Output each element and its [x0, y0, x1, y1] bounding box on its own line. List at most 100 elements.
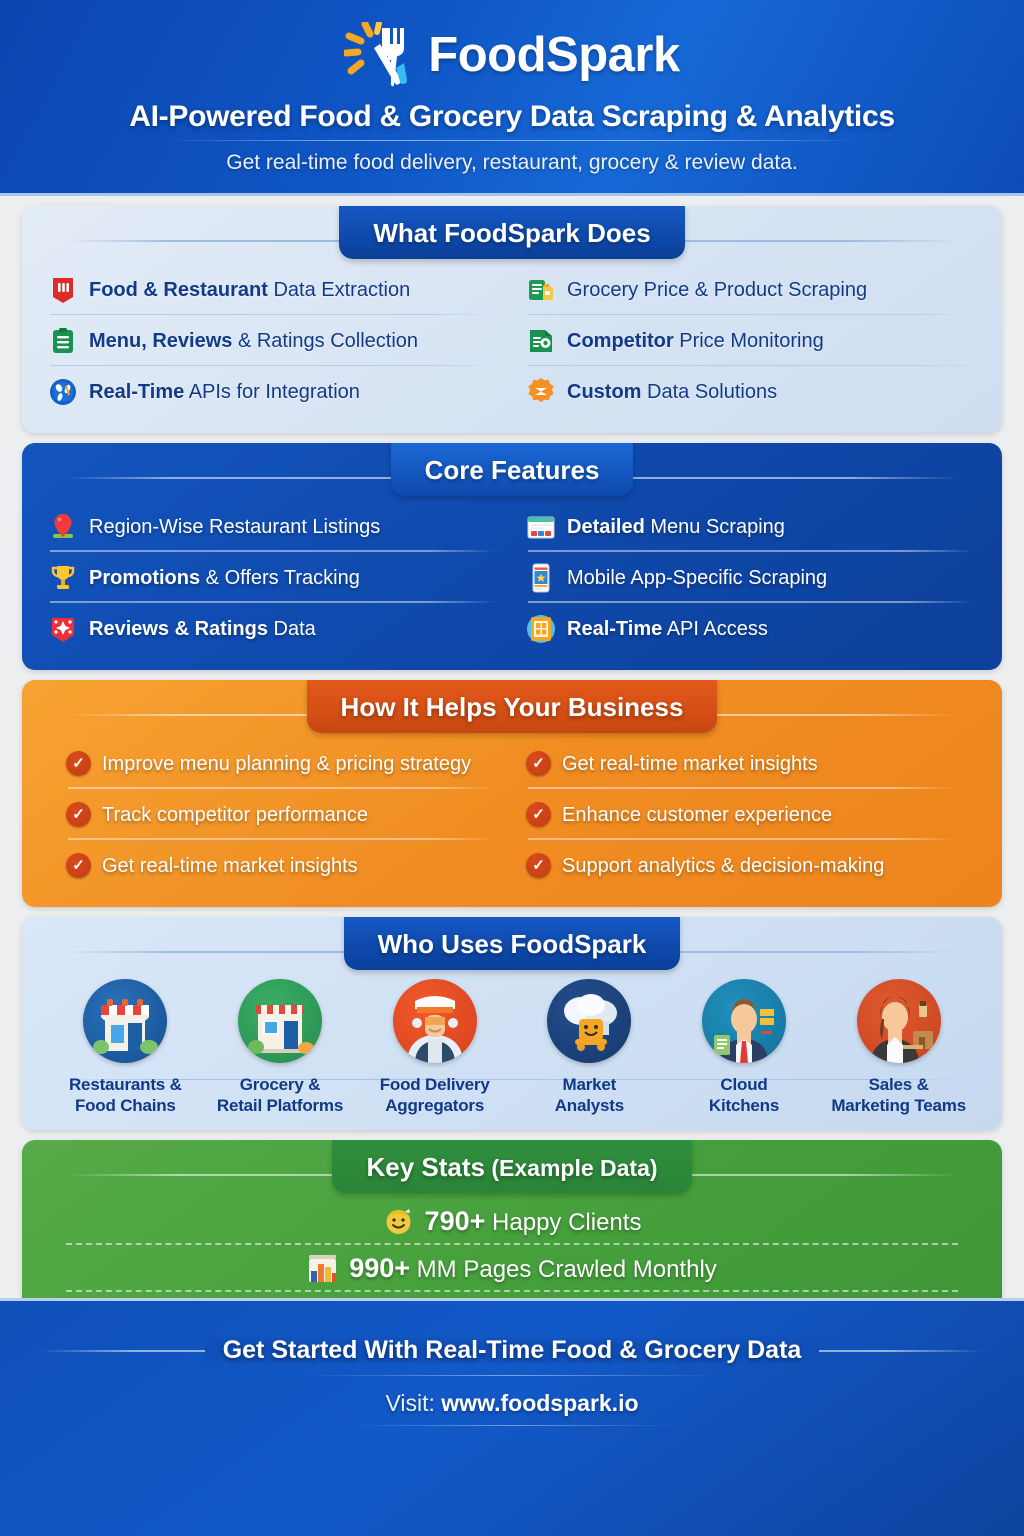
list-item[interactable]: ✓ Track competitor performance [66, 789, 498, 840]
list-item-label: Menu, Reviews & Ratings Collection [89, 329, 419, 352]
persona-cloud-kitchens[interactable]: Cloud Kitchens [667, 979, 822, 1116]
section-header: Core Features [48, 443, 976, 501]
list-item-label: Detailed Menu Scraping [567, 515, 785, 538]
persona-label: Food Delivery Aggregators [379, 1075, 490, 1115]
persona-grocery-retail-platforms[interactable]: Grocery & Retail Platforms [203, 979, 358, 1116]
header-divider [162, 140, 862, 141]
section-title-core-features: Core Features [390, 443, 634, 496]
bar-chart-icon [307, 1253, 338, 1284]
menu-card-icon [526, 512, 556, 542]
feature-grid: Region-Wise Restaurant Listings Detailed… [48, 501, 976, 654]
list-item-label: Food & Restaurant Data Extraction [89, 278, 411, 301]
persona-label: Grocery & Retail Platforms [216, 1075, 344, 1115]
section-how-it-helps-your-business: How It Helps Your Business ✓ Improve men… [22, 680, 1002, 907]
section-title-who-uses: Who Uses FoodSpark [343, 917, 681, 970]
page-header: FoodSpark AI-Powered Food & Grocery Data… [0, 0, 1024, 196]
list-item[interactable]: Mobile App-Specific Scraping [526, 552, 976, 603]
list-item-label: Competitor Price Monitoring [567, 329, 824, 352]
section-header: How It Helps Your Business [48, 680, 976, 738]
list-item-label: Custom Data Solutions [567, 380, 778, 403]
green-clipboard-bag-icon [526, 275, 556, 305]
persona-restaurants-food-chains[interactable]: Restaurants & Food Chains [48, 979, 203, 1116]
footer-website-link[interactable]: www.foodspark.io [441, 1390, 639, 1416]
footer-sub-divider [302, 1375, 722, 1376]
section-who-uses-foodspark: Who Uses FoodSpark [22, 917, 1002, 1131]
gold-trophy-icon [48, 563, 78, 593]
list-item[interactable]: Reviews & Ratings Data [48, 603, 498, 654]
list-item-label: Promotions & Offers Tracking [89, 566, 360, 589]
check-circle-icon: ✓ [66, 751, 91, 776]
orange-badge-ribbon-icon [526, 377, 556, 407]
stat-text: 790+ Happy Clients [424, 1206, 642, 1237]
persona-divider [64, 1079, 960, 1080]
check-circle-icon: ✓ [526, 802, 551, 827]
list-item-label: Enhance customer experience [562, 803, 833, 826]
list-item-label: Get real-time market insights [102, 854, 358, 877]
list-item-label: Support analytics & decision-making [562, 854, 885, 877]
section-header: Who Uses FoodSpark [48, 917, 976, 975]
list-item[interactable]: Food & Restaurant Data Extraction [48, 264, 498, 315]
stat-row[interactable]: 790+ Happy Clients [48, 1198, 976, 1246]
list-item[interactable]: ✓ Get real-time market insights [66, 840, 498, 891]
api-grid-icon [526, 614, 556, 644]
businessman-avatar-icon [701, 979, 786, 1063]
list-item-label: Grocery Price & Product Scraping [567, 278, 868, 301]
footer-visit-divider [347, 1425, 677, 1426]
list-item[interactable]: Real-Time API Access [526, 603, 976, 654]
check-circle-icon: ✓ [526, 853, 551, 878]
delivery-rider-avatar-icon [392, 979, 477, 1063]
list-item[interactable]: Region-Wise Restaurant Listings [48, 501, 498, 552]
list-item[interactable]: Detailed Menu Scraping [526, 501, 976, 552]
list-item-label: Improve menu planning & pricing strategy [102, 752, 472, 775]
footer-visit[interactable]: Visit: www.foodspark.io [0, 1390, 1024, 1417]
section-title-what-foodspark-does: What FoodSpark Does [339, 206, 685, 259]
header-subtagline: Get real-time food delivery, restaurant,… [226, 151, 798, 174]
businesswoman-avatar-icon [856, 979, 941, 1063]
list-item[interactable]: ✓ Improve menu planning & pricing strate… [66, 738, 498, 789]
persona-sales-marketing-teams[interactable]: Sales & Marketing Teams [821, 979, 976, 1116]
list-item[interactable]: Competitor Price Monitoring [526, 315, 976, 366]
list-item-label: Mobile App-Specific Scraping [567, 566, 828, 589]
check-circle-icon: ✓ [66, 853, 91, 878]
list-item[interactable]: Custom Data Solutions [526, 366, 976, 417]
list-item[interactable]: ✓ Support analytics & decision-making [526, 840, 958, 891]
persona-label: Cloud Kitchens [708, 1075, 780, 1115]
persona-label: Restaurants & Food Chains [68, 1075, 182, 1115]
blue-circle-pinwheel-icon [48, 377, 78, 407]
benefit-grid: ✓ Improve menu planning & pricing strate… [48, 738, 976, 891]
mobile-phone-app-icon [526, 563, 556, 593]
page-footer: Get Started With Real-Time Food & Grocer… [0, 1298, 1024, 1536]
list-item[interactable]: Real-Time APIs for Integration [48, 366, 498, 417]
persona-market-analysts[interactable]: Market Analysts [512, 979, 667, 1116]
list-item[interactable]: Menu, Reviews & Ratings Collection [48, 315, 498, 366]
list-item-label: Track competitor performance [102, 803, 369, 826]
list-item[interactable]: ✓ Get real-time market insights [526, 738, 958, 789]
red-star-badge-icon [48, 614, 78, 644]
feature-grid: Food & Restaurant Data Extraction Grocer… [48, 264, 976, 417]
storefront-avatar-icon [83, 979, 168, 1063]
check-circle-icon: ✓ [66, 802, 91, 827]
list-item[interactable]: Grocery Price & Product Scraping [526, 264, 976, 315]
brand-name: FoodSpark [428, 28, 680, 82]
stat-text: 990+ MM Pages Crawled Monthly [349, 1253, 717, 1284]
stat-row[interactable]: 990+ MM Pages Crawled Monthly [48, 1245, 976, 1293]
green-document-search-icon [526, 326, 556, 356]
persona-label: Market Analysts [554, 1075, 624, 1115]
red-map-pin-icon [48, 512, 78, 542]
header-tagline: AI-Powered Food & Grocery Data Scraping … [129, 100, 895, 133]
footer-heading: Get Started With Real-Time Food & Grocer… [204, 1335, 820, 1365]
section-header: What FoodSpark Does [48, 206, 976, 264]
list-item[interactable]: Promotions & Offers Tracking [48, 552, 498, 603]
green-clipboard-lines-icon [48, 326, 78, 356]
list-item-label: Real-Time API Access [567, 617, 768, 640]
list-item-label: Region-Wise Restaurant Listings [89, 515, 381, 538]
smiley-face-icon [383, 1206, 414, 1237]
grocery-store-avatar-icon [237, 979, 322, 1063]
list-item-label: Get real-time market insights [562, 752, 818, 775]
brand-logo-row: FoodSpark [0, 16, 1024, 94]
persona-food-delivery-aggregators[interactable]: Food Delivery Aggregators [357, 979, 512, 1116]
persona-grid: Restaurants & Food Chains [48, 979, 976, 1116]
list-item[interactable]: ✓ Enhance customer experience [526, 789, 958, 840]
persona-label: Sales & Marketing Teams [831, 1075, 966, 1115]
section-core-features: Core Features Region-Wise Restaurant Lis… [22, 443, 1002, 670]
